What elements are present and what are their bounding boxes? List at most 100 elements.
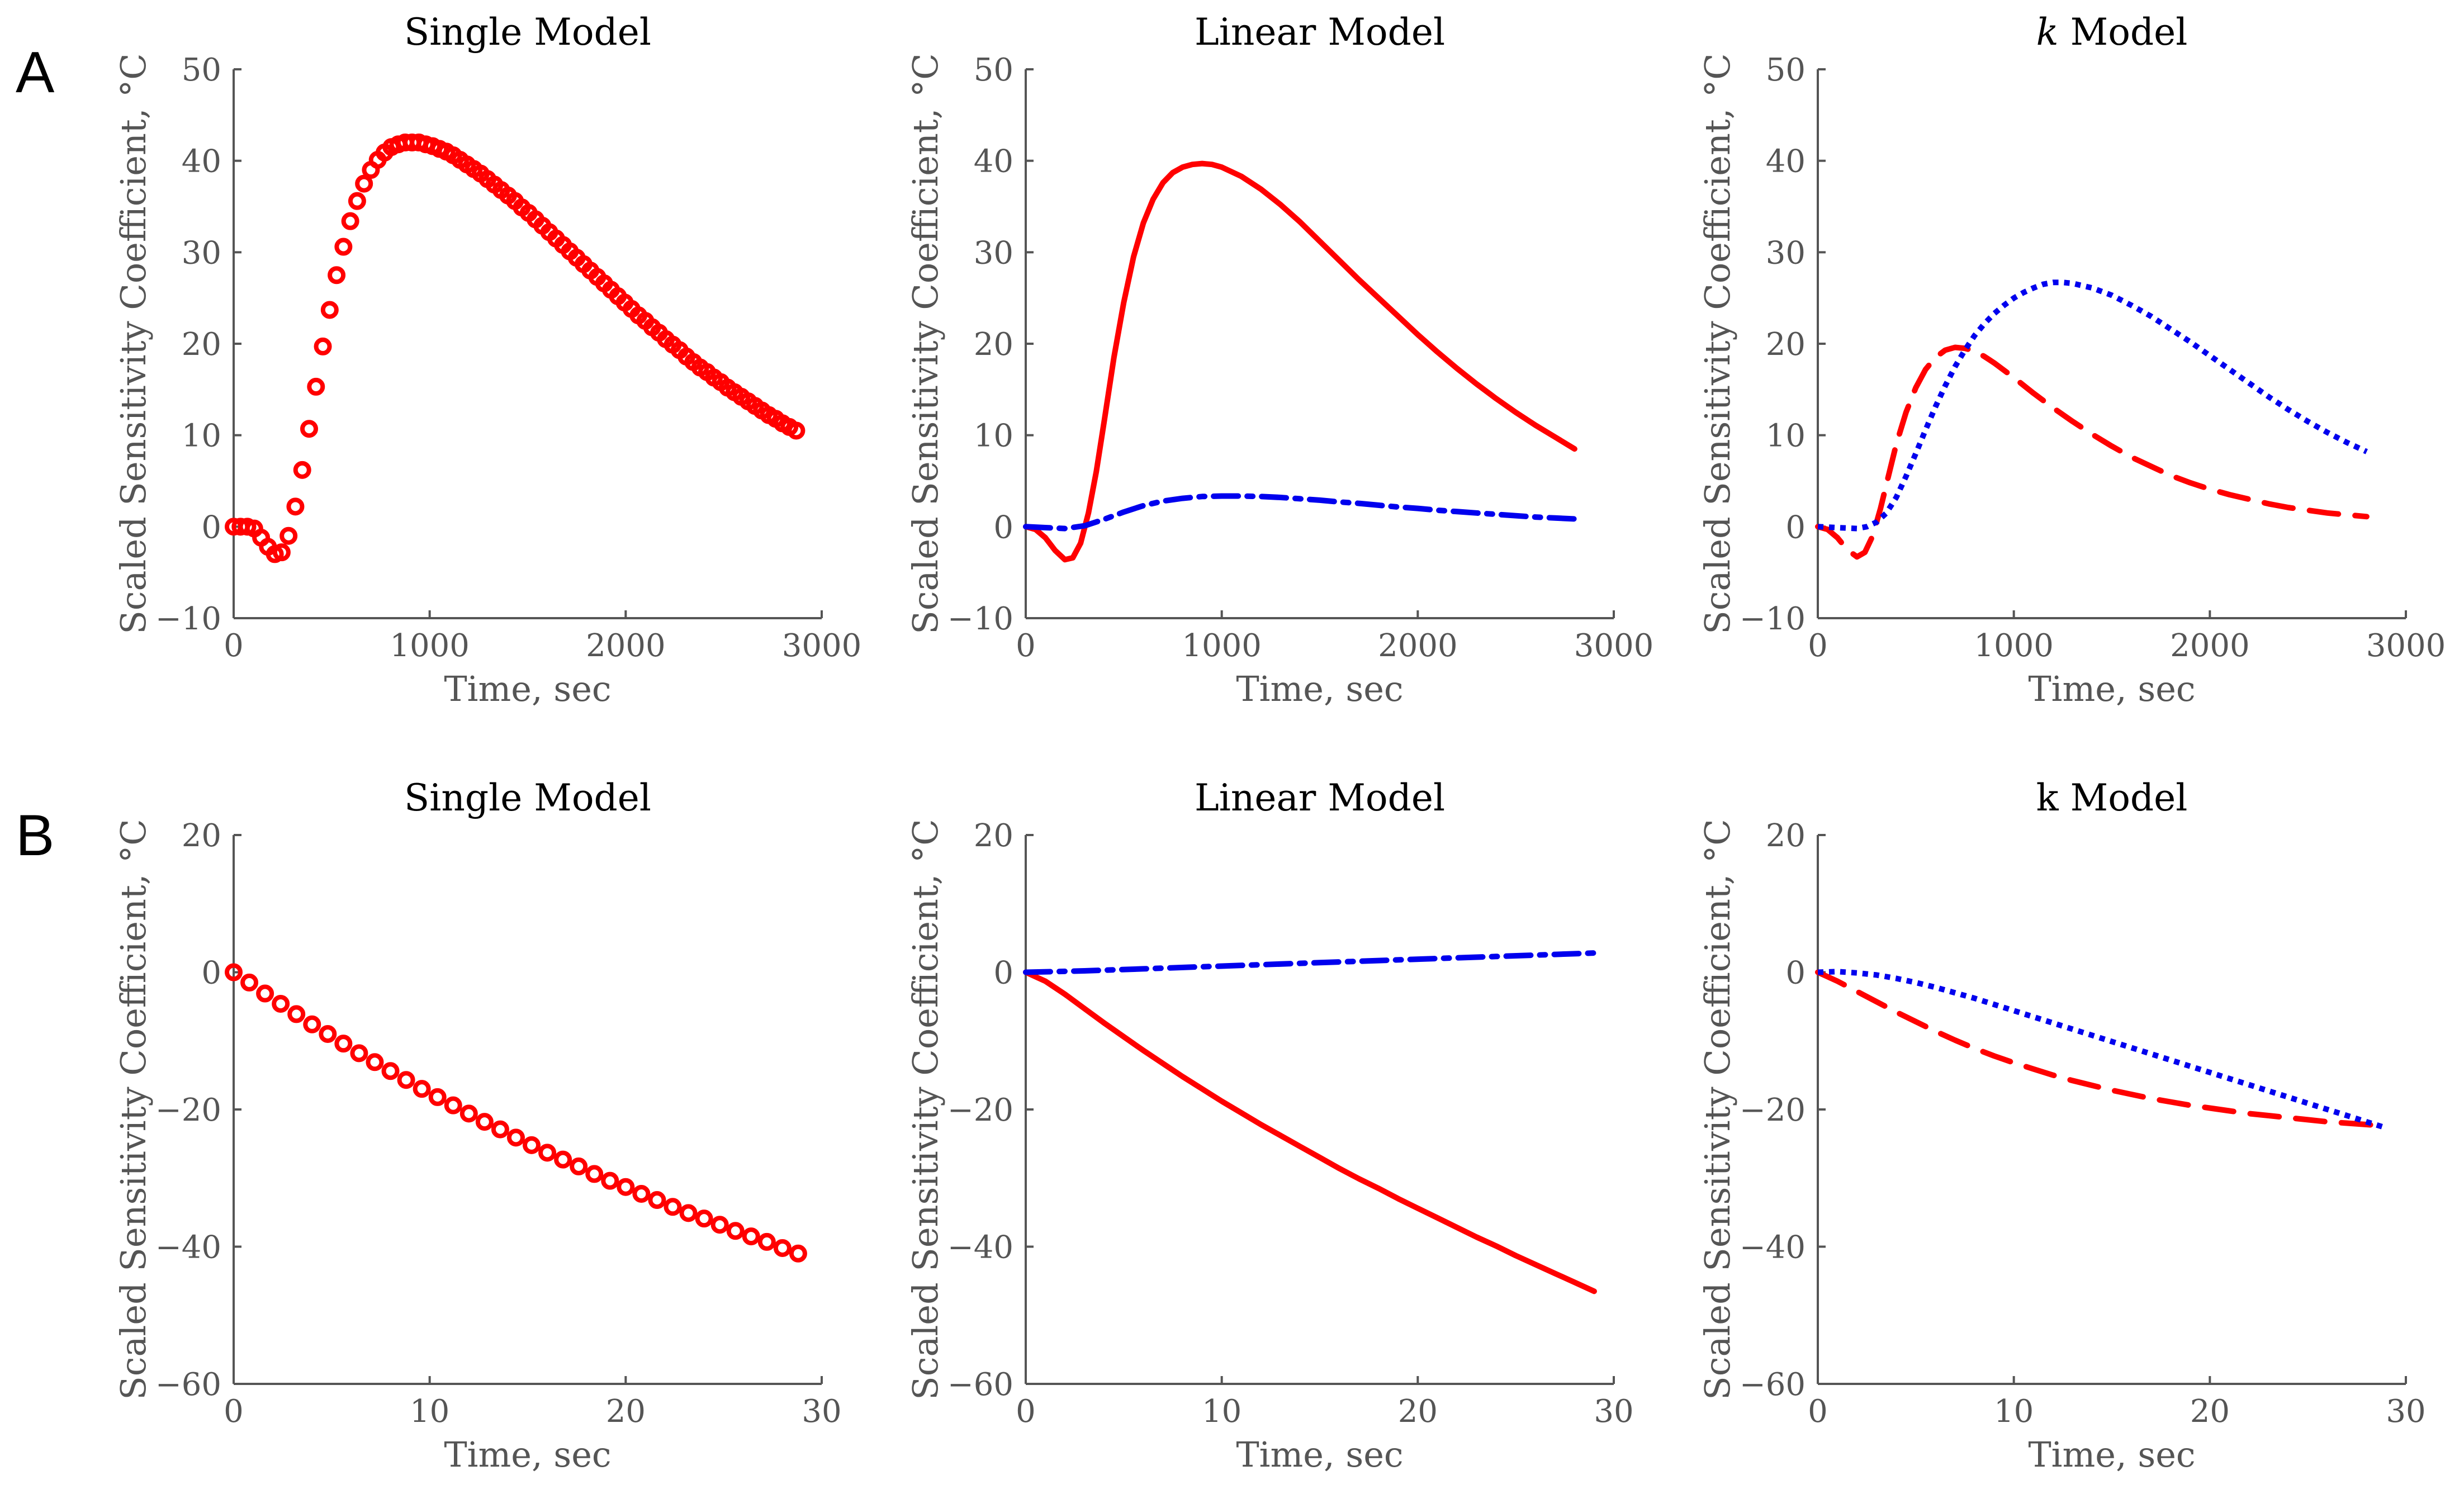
x-tick-label: 10 [1202, 1393, 1242, 1430]
data-point [632, 1184, 651, 1203]
y-tick-label: −20 [1740, 1092, 1806, 1128]
x-tick-label: 0 [1016, 1393, 1036, 1430]
y-axis-label: Scaled Sensitivity Coefficient, °C [905, 819, 946, 1400]
y-tick-label: −10 [155, 601, 221, 637]
data-point [757, 1232, 776, 1251]
y-tick-label: 20 [1766, 326, 1806, 363]
x-tick-label: 1000 [1974, 628, 2054, 664]
data-point [314, 337, 332, 355]
y-axis-label: Scaled Sensitivity Coefficient, °C [1697, 53, 1738, 634]
y-tick-label: 20 [974, 818, 1013, 854]
x-tick-label: 30 [1594, 1393, 1633, 1430]
data-point [279, 527, 298, 545]
chart-title: Single Model [404, 11, 651, 54]
x-axis-label: Time, sec [2028, 668, 2195, 709]
data-point [648, 1191, 666, 1210]
y-tick-label: −40 [947, 1230, 1013, 1266]
y-tick-label: −40 [1740, 1230, 1806, 1266]
y-tick-label: 40 [182, 144, 221, 180]
data-point [272, 994, 290, 1013]
data-point [328, 266, 346, 284]
data-point [286, 497, 305, 516]
x-tick-label: 10 [1994, 1393, 2034, 1430]
data-point [695, 1210, 713, 1228]
chart-B2: −60 −40 −20 0 20 0 10 20 30 Linear Model Time, sec… [905, 776, 1634, 1475]
x-tick-label: 0 [1808, 1393, 1828, 1430]
series-line-linear-2 [1023, 493, 1577, 532]
data-point [307, 377, 325, 396]
data-point [773, 1239, 792, 1257]
x-tick-label: 20 [2190, 1393, 2230, 1430]
y-axis-label: Scaled Sensitivity Coefficient, °C [113, 819, 154, 1400]
y-tick-label: −40 [155, 1230, 221, 1266]
data-point [240, 973, 259, 992]
y-tick-label: 50 [182, 52, 221, 88]
y-tick-label: 50 [974, 52, 1013, 88]
y-tick-label: 20 [182, 326, 221, 363]
data-point [413, 1080, 431, 1098]
y-tick-label: 10 [182, 418, 221, 454]
data-point [334, 1035, 353, 1053]
data-point [225, 963, 243, 981]
data-point [397, 1071, 415, 1089]
x-tick-label: 0 [224, 1393, 244, 1430]
y-tick-label: −60 [155, 1367, 221, 1403]
y-tick-label: −60 [947, 1367, 1013, 1403]
series-line-k-2 [1817, 279, 2368, 532]
x-tick-label: 1000 [390, 628, 470, 664]
x-tick-label: 3000 [782, 628, 862, 664]
chart-B1: −60 −40 −20 0 20 0 10 20 30 Single Model Time, sec… [113, 776, 842, 1475]
series-line-k-1 [1815, 344, 2370, 560]
x-tick-label: 30 [802, 1393, 841, 1430]
y-tick-label: 30 [182, 235, 221, 271]
chart-title: Linear Model [1195, 11, 1445, 54]
x-axis-label: Time, sec [1236, 1434, 1403, 1475]
data-point [341, 212, 359, 230]
data-point [272, 543, 291, 562]
y-tick-label: 0 [1785, 955, 1806, 992]
data-point [617, 1178, 635, 1196]
data-point [789, 1244, 807, 1263]
x-tick-label: 20 [606, 1393, 646, 1430]
data-point [293, 461, 311, 479]
x-tick-label: 1000 [1182, 628, 1262, 664]
series-line-k-1 [1815, 969, 2389, 1129]
data-point [664, 1198, 682, 1216]
series-line-k-2 [1817, 969, 2387, 1131]
data-point [366, 1053, 384, 1071]
y-tick-label: 20 [1766, 818, 1806, 854]
y-tick-label: 20 [182, 818, 221, 854]
y-tick-label: −60 [1740, 1367, 1806, 1403]
x-tick-label: 10 [410, 1393, 449, 1430]
x-tick-label: 0 [1808, 628, 1828, 664]
x-tick-label: 2000 [586, 628, 666, 664]
x-axis-label: Time, sec [444, 1434, 611, 1475]
y-tick-label: 0 [993, 509, 1013, 546]
data-point [506, 1128, 525, 1147]
y-tick-label: 40 [974, 144, 1013, 180]
chart-title: Single Model [404, 776, 651, 819]
y-tick-label: 0 [1785, 509, 1806, 546]
y-tick-label: 20 [974, 326, 1013, 363]
y-tick-label: 10 [1766, 418, 1806, 454]
y-axis-label: Scaled Sensitivity Coefficient, °C [905, 53, 946, 634]
y-tick-label: −10 [1740, 601, 1806, 637]
chart-B3: −60 −40 −20 0 20 0 10 20 30 k Model Time, sec Scale… [1697, 776, 2426, 1475]
data-point [523, 1136, 541, 1154]
data-point [300, 420, 319, 438]
y-tick-label: −20 [947, 1092, 1013, 1128]
data-point [348, 192, 366, 210]
data-point [538, 1144, 557, 1162]
panel-label-a: A [16, 40, 55, 105]
x-tick-label: 20 [1398, 1393, 1438, 1430]
data-point [710, 1216, 729, 1234]
data-point [787, 421, 805, 440]
y-tick-label: 40 [1766, 144, 1806, 180]
y-tick-label: 0 [993, 955, 1013, 992]
y-tick-label: −20 [155, 1092, 221, 1128]
data-point [742, 1227, 760, 1246]
data-point [256, 984, 274, 1003]
chart-title: k Model [2036, 11, 2188, 54]
